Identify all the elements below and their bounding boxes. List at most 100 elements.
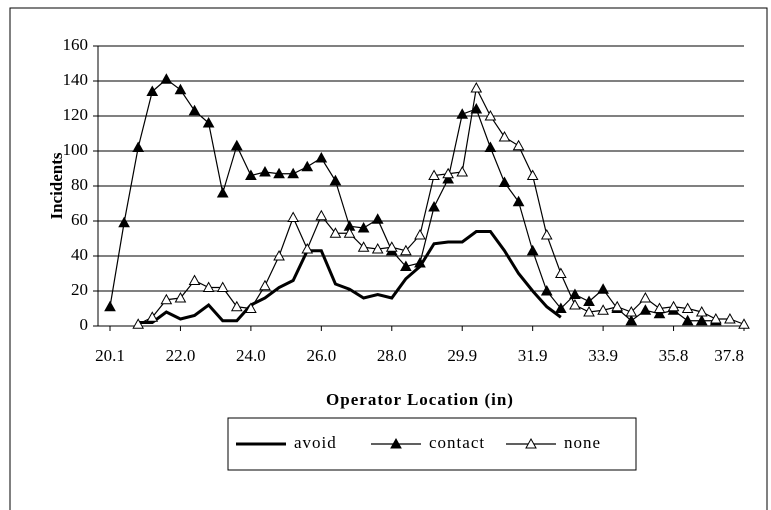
marker [695,305,708,317]
legend-label: none [564,433,601,452]
marker [400,260,412,271]
marker [343,227,356,238]
marker [132,141,145,152]
marker [639,291,652,303]
y-tick-label: 160 [63,35,89,54]
marker [540,284,553,296]
marker [230,139,243,151]
marker [174,291,187,303]
legend-label: contact [429,433,485,452]
marker [174,83,187,95]
marker [400,244,412,256]
marker [216,186,229,198]
marker [484,109,497,121]
x-tick-label: 20.1 [95,346,125,365]
marker [216,281,229,292]
x-tick-label: 31.9 [518,346,548,365]
y-tick-label: 40 [71,245,88,264]
marker [202,281,215,292]
marker [653,302,666,313]
marker [667,300,680,312]
marker [442,167,454,179]
marker [160,293,173,305]
marker [118,216,130,228]
y-tick-label: 100 [63,140,89,159]
marker [259,279,271,291]
x-axis-title: Operator Location (in) [326,390,514,409]
marker [470,102,483,114]
x-tick-label: 26.0 [306,346,336,365]
marker [287,167,300,179]
marker [442,172,454,184]
y-tick-label: 60 [71,210,88,229]
marker [724,312,736,324]
marker [357,241,370,252]
marker [414,256,426,268]
x-tick-label: 28.0 [377,346,407,365]
marker [611,300,624,312]
marker [625,314,638,326]
marker [329,227,342,238]
marker [146,311,159,322]
marker [357,221,370,233]
marker [526,244,539,256]
marker [597,304,609,315]
marker [315,209,328,221]
y-tick-label: 120 [63,105,89,124]
marker [202,116,215,128]
marker [456,108,469,119]
marker [301,160,314,172]
y-axis-title: Incidents [47,152,66,219]
marker [554,267,567,278]
y-tick-label: 140 [63,70,89,89]
marker [738,318,750,329]
marker [639,304,652,315]
marker [695,314,708,326]
marker [273,167,285,179]
marker [554,302,567,313]
chart-border [9,7,768,510]
marker [583,305,595,317]
marker [245,302,257,313]
marker [498,130,511,142]
marker [681,302,694,313]
y-tick-label: 20 [71,280,88,299]
marker [385,241,398,252]
marker [132,318,145,329]
legend-box [227,417,637,471]
x-tick-label: 22.0 [166,346,196,365]
marker [188,104,201,116]
marker [569,298,581,310]
marker [428,169,440,180]
marker [681,314,694,326]
marker [526,169,539,180]
marker [498,176,511,187]
marker [484,141,497,152]
marker [428,200,440,212]
x-tick-label: 33.9 [588,346,618,365]
y-tick-label: 0 [80,315,89,334]
marker [230,300,243,312]
marker [456,165,469,177]
marker [245,169,257,180]
marker [569,288,581,299]
marker [709,312,722,324]
marker [104,300,116,312]
x-tick-label: 37.8 [714,346,744,365]
marker [160,73,173,84]
marker [512,139,525,151]
marker [597,283,609,294]
marker [188,274,201,285]
series-line [137,86,745,325]
marker [512,195,525,207]
marker [583,295,595,306]
marker [371,242,384,254]
series-line [109,78,716,322]
legend-label: avoid [294,433,337,452]
x-tick-label: 29.9 [447,346,477,365]
marker [653,307,666,319]
marker [259,165,271,177]
x-tick-label: 35.8 [659,346,689,365]
marker [273,249,285,261]
